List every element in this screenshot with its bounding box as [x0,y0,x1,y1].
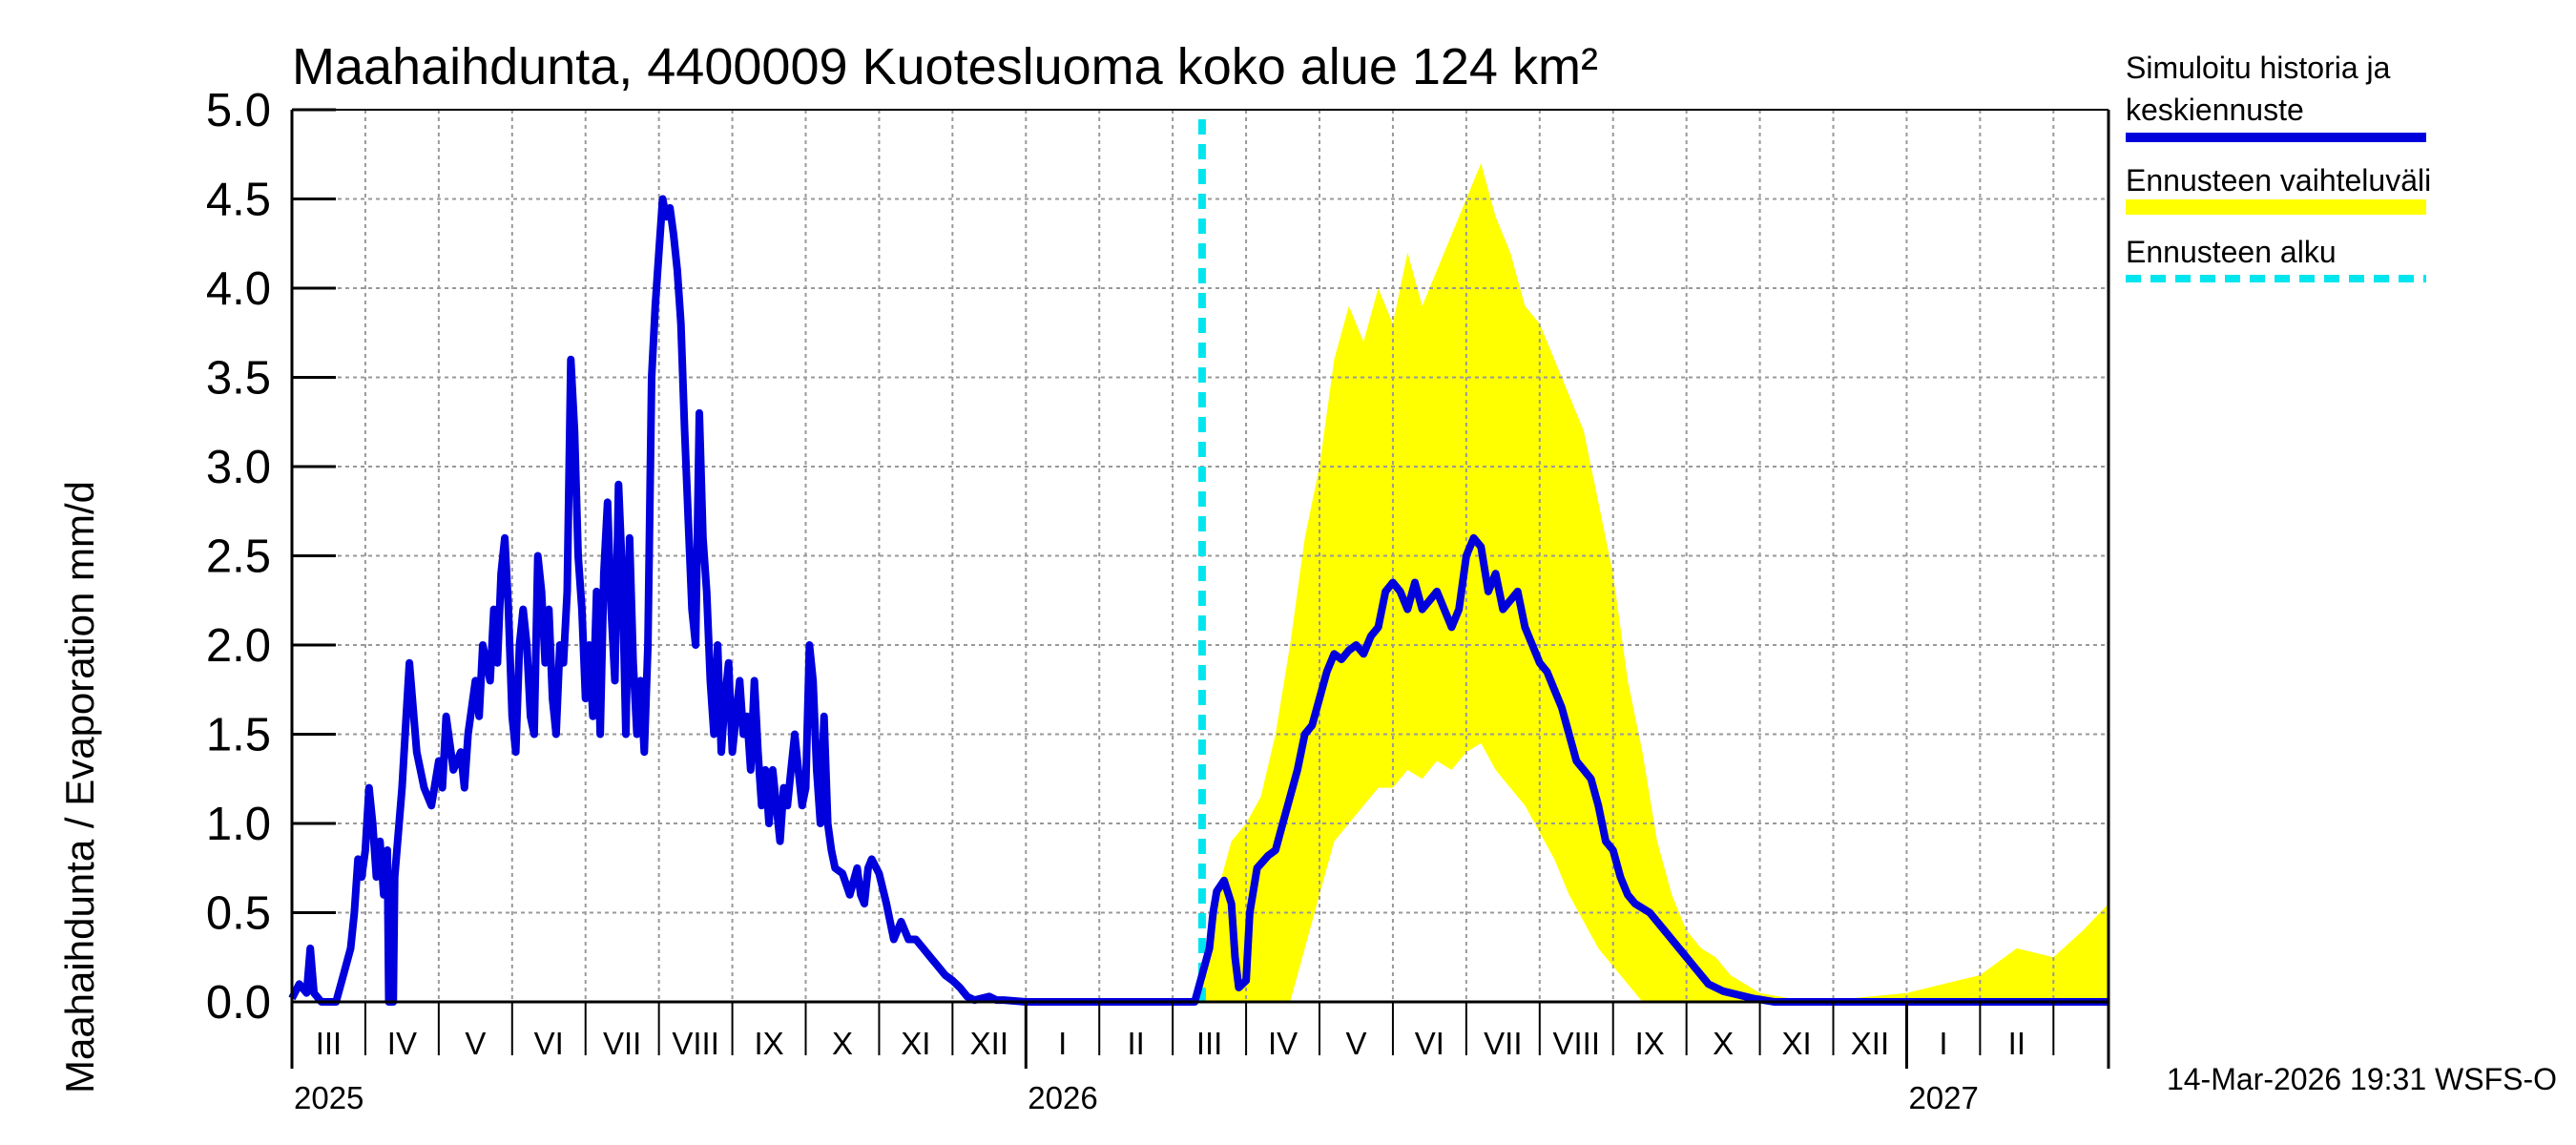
month-label: I [1939,1026,1947,1061]
forecast-range-band [1201,163,2109,1003]
month-label: X [1713,1026,1734,1061]
y-tick-label: 3.5 [206,353,271,405]
y-tick-labels: 0.0 0.5 1.0 1.5 2.0 2.5 3.0 3.5 4.0 4.5 5.0 [206,85,271,1029]
month-label: III [316,1026,343,1061]
x-year-labels: 2025 2026 2027 [294,1080,1979,1115]
month-label: XI [1781,1026,1811,1061]
footer-timestamp: 14-Mar-2026 19:31 WSFS-O [2167,1062,2557,1096]
month-label: IX [754,1026,783,1061]
y-tick-label: 1.0 [206,799,271,850]
y-tick-label: 1.5 [206,710,271,761]
month-label: VIII [672,1026,719,1061]
y-tick-label: 2.5 [206,531,271,583]
chart-title: Maahaihdunta, 4400009 Kuotesluoma koko a… [292,38,1598,95]
month-label: VI [534,1026,564,1061]
month-label: X [832,1026,853,1061]
month-label: III [1196,1026,1223,1061]
month-label: XI [901,1026,930,1061]
y-tick-label: 0.5 [206,888,271,940]
y-tick-label: 3.0 [206,442,271,493]
month-label: IV [387,1026,417,1061]
month-label: I [1058,1026,1067,1061]
series-line-simulated [288,195,2109,1006]
month-label: VII [603,1026,641,1061]
month-label: VI [1415,1026,1444,1061]
month-label: IV [1268,1026,1298,1061]
year-label: 2025 [294,1080,364,1115]
month-label: XII [970,1026,1008,1061]
legend-series-label-line1: Simuloitu historia ja [2126,51,2391,85]
grid-layer [292,110,2109,1002]
legend: Simuloitu historia ja keskiennuste Ennus… [2126,51,2431,282]
month-label: II [2008,1026,2025,1061]
forecast-range-band-layer [1201,163,2109,1003]
legend-band-label: Ennusteen vaihteluväli [2126,163,2431,198]
month-label: V [1345,1026,1366,1061]
y-tick-label: 5.0 [206,85,271,136]
month-label: II [1128,1026,1145,1061]
legend-forecast-label: Ennusteen alku [2126,235,2337,269]
y-tick-label: 4.0 [206,263,271,315]
y-tick-label: 2.0 [206,620,271,672]
month-label: V [465,1026,486,1061]
y-axis-label: Maahaihdunta / Evaporation mm/d [57,481,102,1093]
y-tick-label: 4.5 [206,175,271,226]
year-label: 2027 [1908,1080,1978,1115]
axis-layer [290,108,2110,1069]
legend-series-label-line2: keskiennuste [2126,93,2304,127]
x-month-labels: III IV V VI VII VIII IX X XI XII I II III IV V VI VII VII… [316,1026,2025,1061]
month-label: VIII [1552,1026,1600,1061]
month-label: XII [1851,1026,1889,1061]
year-label: 2026 [1028,1080,1097,1115]
month-label: IX [1635,1026,1665,1061]
month-label: VII [1484,1026,1522,1061]
y-tick-label: 0.0 [206,977,271,1029]
series-layer [288,195,2109,1006]
